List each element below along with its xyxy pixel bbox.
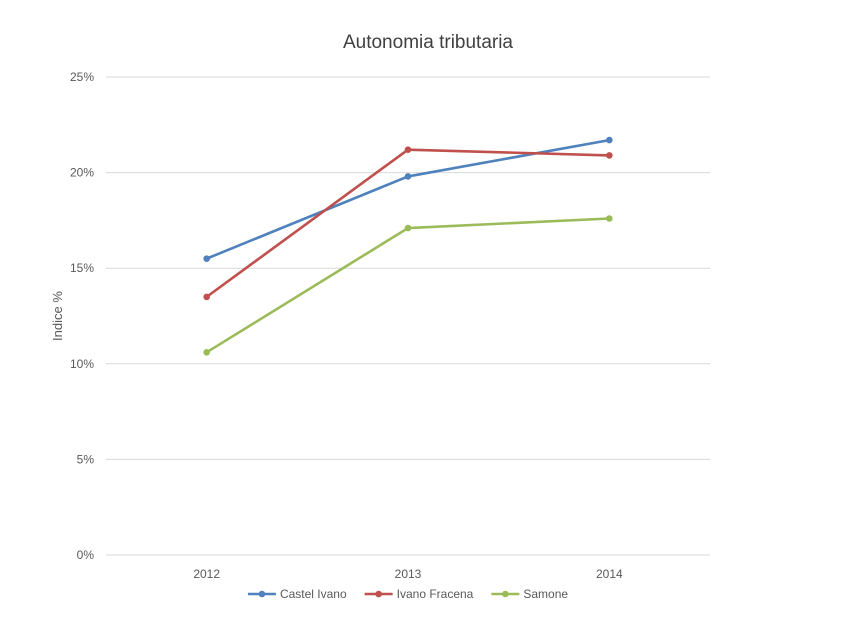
data-point xyxy=(404,173,412,180)
x-tick-label: 2012 xyxy=(193,567,220,581)
legend-swatch-marker xyxy=(502,590,509,598)
series-line xyxy=(205,217,611,354)
series-group xyxy=(203,136,613,262)
legend-item: Samone xyxy=(491,587,568,601)
data-point xyxy=(203,255,210,262)
data-point xyxy=(404,146,412,153)
y-tick-label: 15% xyxy=(70,261,94,275)
y-axis-label: Indice % xyxy=(50,291,65,341)
y-tick-label: 10% xyxy=(70,357,94,371)
legend-swatch-marker xyxy=(375,590,382,598)
y-tick-label: 0% xyxy=(77,548,95,562)
series-layer xyxy=(203,136,613,356)
series-line xyxy=(205,148,611,299)
legend-label: Ivano Fracena xyxy=(397,587,474,601)
data-point xyxy=(606,136,613,144)
y-axis-ticks: 0% 5% 10% 15% 20% 25% xyxy=(70,70,94,562)
legend: Castel Ivano Ivano Fracena Samone xyxy=(247,587,568,601)
gridlines xyxy=(106,76,710,556)
data-point xyxy=(203,349,210,356)
y-tick-label: 20% xyxy=(70,166,94,180)
data-point xyxy=(606,152,613,159)
chart-title: Autonomia tributaria xyxy=(343,32,513,53)
series-group xyxy=(203,215,613,356)
legend-item: Castel Ivano xyxy=(247,587,347,601)
data-point xyxy=(203,293,210,301)
series-line xyxy=(205,138,611,260)
y-tick-label: 5% xyxy=(77,452,95,466)
legend-swatch-marker xyxy=(258,590,266,598)
y-tick-label: 25% xyxy=(70,70,94,84)
series-group xyxy=(203,146,613,301)
x-tick-label: 2013 xyxy=(395,567,422,581)
x-axis-ticks: 2012 2013 2014 xyxy=(193,567,623,581)
x-tick-label: 2014 xyxy=(596,567,623,581)
legend-item: Ivano Fracena xyxy=(364,587,474,601)
data-point xyxy=(404,224,412,232)
data-point xyxy=(606,215,613,222)
legend-label: Castel Ivano xyxy=(280,587,347,601)
legend-label: Samone xyxy=(523,587,568,601)
